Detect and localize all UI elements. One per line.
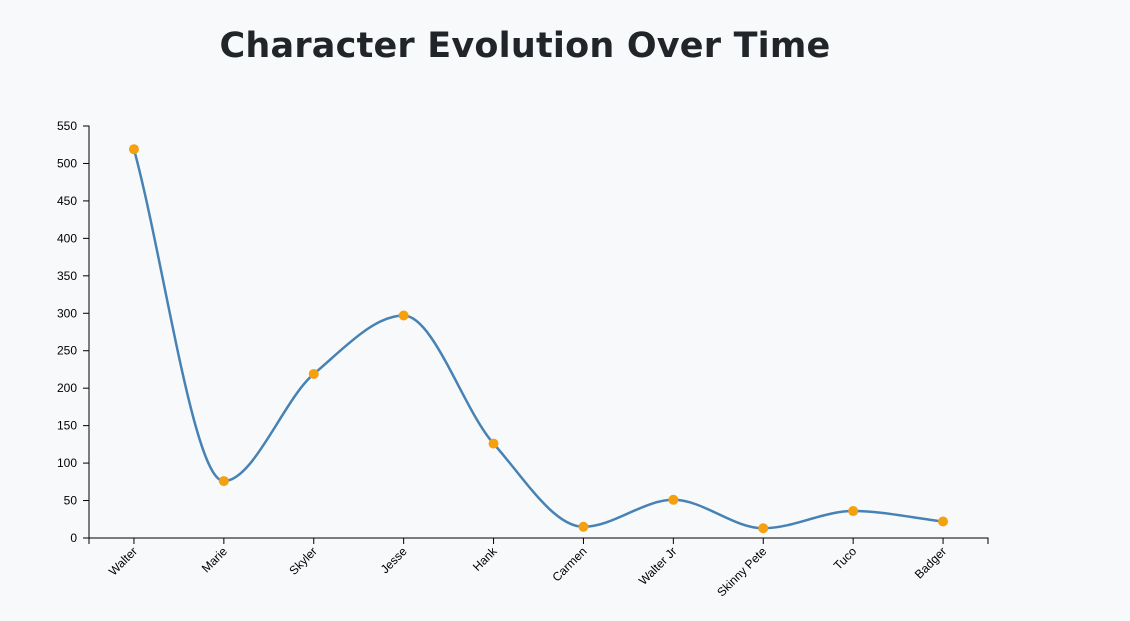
- x-tick-label: Tuco: [831, 544, 860, 573]
- data-point[interactable]: [308, 368, 319, 379]
- y-tick-label: 100: [57, 456, 77, 470]
- data-point[interactable]: [398, 310, 409, 321]
- y-tick-label: 550: [57, 119, 77, 133]
- y-tick-label: 300: [57, 306, 77, 320]
- x-tick-label: Marie: [199, 544, 230, 575]
- data-points: [128, 144, 949, 534]
- x-tick-label: Carmen: [549, 544, 589, 584]
- y-tick-label: 400: [57, 231, 77, 245]
- y-tick-label: 150: [57, 419, 77, 433]
- data-point[interactable]: [668, 494, 679, 505]
- y-tick-label: 250: [57, 344, 77, 358]
- data-point[interactable]: [938, 516, 949, 527]
- x-tick-label: Walter: [106, 544, 140, 578]
- data-point[interactable]: [488, 438, 499, 449]
- data-point[interactable]: [128, 144, 139, 155]
- x-axis: Walter Marie Skyler Jesse Hank Carmen Walter J…: [88, 537, 989, 599]
- y-axis-line: [83, 125, 90, 539]
- y-tick-label: 500: [57, 156, 77, 170]
- chart-title: Character Evolution Over Time: [219, 26, 831, 66]
- series-line: [132, 148, 944, 530]
- data-point[interactable]: [758, 523, 769, 534]
- y-tick-label: 350: [57, 269, 77, 283]
- x-tick-label: Jesse: [378, 544, 410, 576]
- x-tick-label: Hank: [470, 544, 500, 574]
- y-tick-label: 200: [57, 381, 77, 395]
- x-tick-label: Walter Jr: [636, 544, 680, 588]
- y-axis: 0 50 100 150 200 250 300 350 400 450 500 550: [57, 119, 90, 545]
- y-tick-label: 450: [57, 194, 77, 208]
- y-tick-label: 0: [70, 531, 77, 545]
- x-tick-label: Badger: [912, 544, 949, 581]
- y-tick-label: 50: [64, 494, 78, 508]
- data-point[interactable]: [218, 476, 229, 487]
- x-tick-label: Skinny Pete: [714, 544, 769, 599]
- x-axis-line: [88, 537, 989, 544]
- x-tick-label: Skyler: [286, 544, 319, 577]
- data-point[interactable]: [848, 506, 859, 517]
- data-point[interactable]: [578, 521, 589, 532]
